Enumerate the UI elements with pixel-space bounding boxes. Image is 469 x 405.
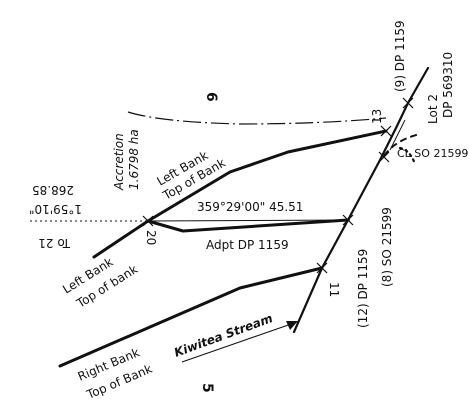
mark-20-label: 20 <box>144 230 158 245</box>
bearing-distance-label: 359°29'00" 45.51 <box>197 200 303 214</box>
to-mark-label: To 21 <box>38 236 71 250</box>
parcel-6-label: 6 <box>203 92 219 102</box>
mark-x-20 <box>142 215 154 227</box>
accretion-area: 1.6798 ha <box>127 129 141 190</box>
mark-x-9 <box>402 97 414 109</box>
right-bank-line <box>58 266 324 368</box>
cl-so-dotted-line <box>398 146 417 166</box>
mark-x-12 <box>342 214 354 226</box>
left-bank-upper-line <box>146 129 388 223</box>
lot2-label: Lot 2 <box>426 94 440 124</box>
mark-x-13 <box>380 125 392 137</box>
parcel-5-label: 5 <box>199 383 215 393</box>
bearing-line-20 <box>147 219 351 222</box>
to-mark-bearing: 1°59'10" <box>29 202 82 216</box>
to-mark-distance: 268.85 <box>32 183 74 197</box>
offset-line <box>389 119 406 151</box>
adopted-boundary-line <box>146 218 350 233</box>
adopted-line-label: Adpt DP 1159 <box>206 238 289 252</box>
cl-so-label: CL SO 21599 <box>397 147 468 160</box>
stream-arrow <box>181 321 298 363</box>
mark-x-11 <box>316 262 328 274</box>
mark-13-label: 13 <box>370 109 384 124</box>
cl-so-dashed-line <box>383 133 421 157</box>
left-bank-lower-line <box>92 219 150 259</box>
lot2-dp-label: DP 569310 <box>441 52 455 118</box>
mark-x-8 <box>378 151 390 163</box>
accretion-boundary-line <box>127 111 387 125</box>
mark-9-label: (9) DP 1159 <box>393 20 407 92</box>
mark-8-label: (8) SO 21599 <box>380 207 394 287</box>
accretion-label: Accretion <box>112 133 126 191</box>
mark-11-label: 11 <box>327 282 341 297</box>
mark-12-label: (12) DP 1159 <box>356 249 370 328</box>
